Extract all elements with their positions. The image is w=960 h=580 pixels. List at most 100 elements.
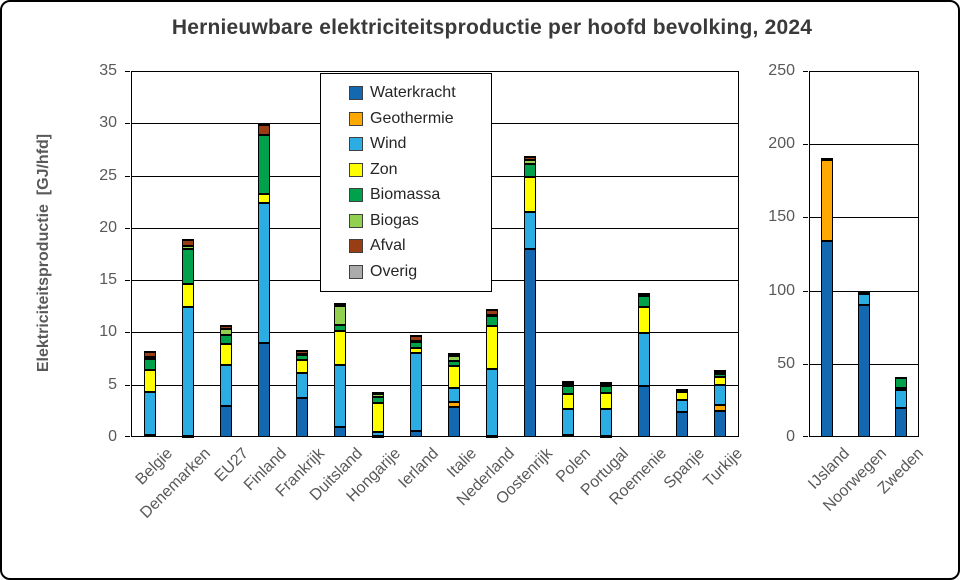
bar-segment-zon xyxy=(676,392,688,401)
legend-label: Geothermie xyxy=(370,109,454,127)
y-axis-tick xyxy=(125,123,130,125)
bar-segment-zon xyxy=(562,393,574,409)
bar-segment-biogas xyxy=(220,329,232,336)
legend-swatch-icon xyxy=(349,213,363,228)
bar-segment-waterkracht xyxy=(714,410,726,437)
bar-segment-overig xyxy=(334,303,346,306)
y-tick-label: 250 xyxy=(768,62,795,79)
bar-segment-wind xyxy=(638,333,650,386)
bar-segment-geothermie xyxy=(714,405,726,411)
bar-segment-biogas xyxy=(714,372,726,375)
bar-segment-waterkracht xyxy=(372,436,384,439)
bar-segment-biogas xyxy=(600,383,612,386)
bar-segment-overig xyxy=(372,391,384,394)
bar-segment-overig xyxy=(486,308,498,311)
bar-segment-overig xyxy=(562,381,574,384)
bar-segment-wind xyxy=(372,432,384,437)
bar-segment-overig xyxy=(714,369,726,372)
bar-segment-biomassa xyxy=(448,361,460,366)
y-axis-tick xyxy=(803,217,808,219)
bar-segment-biogas xyxy=(524,160,536,165)
gridline xyxy=(809,217,919,219)
bar-segment-waterkracht xyxy=(600,435,612,438)
plot-area xyxy=(131,71,739,437)
y-axis-tick xyxy=(125,384,130,386)
y-axis-tick xyxy=(125,332,130,334)
legend-label: Wind xyxy=(370,135,407,152)
y-tick-label: 100 xyxy=(768,281,795,299)
bar-segment-zon xyxy=(372,403,384,433)
gridline xyxy=(131,332,739,334)
bar-segment-zon xyxy=(600,392,612,409)
bar-segment-afval xyxy=(894,377,907,380)
bar-segment-waterkracht xyxy=(486,435,498,438)
gridline xyxy=(131,384,739,386)
bar-segment-biomassa xyxy=(486,316,498,327)
bar-segment-overig xyxy=(144,351,156,354)
bar-segment-wind xyxy=(144,392,156,435)
legend-swatch-icon xyxy=(349,111,363,126)
legend-label: Waterkracht xyxy=(370,84,456,101)
bar-segment-wind xyxy=(714,385,726,406)
bar-segment-waterkracht xyxy=(334,426,346,437)
y-axis-tick xyxy=(125,436,130,437)
y-tick-label: 30 xyxy=(99,114,117,132)
y-tick-label: 0 xyxy=(108,428,117,445)
bar-segment-overig xyxy=(258,124,270,127)
bar-segment-overig xyxy=(220,324,232,327)
bar-segment-zon xyxy=(638,306,650,334)
legend-item-waterkracht: Waterkracht xyxy=(349,83,485,103)
bar-segment-wind xyxy=(334,364,346,427)
bar-segment-afval xyxy=(220,326,232,330)
y-axis-tick xyxy=(803,144,808,146)
bar-segment-biomassa xyxy=(220,335,232,344)
bar-segment-biogas xyxy=(144,357,156,360)
y-tick-label: 15 xyxy=(99,271,117,289)
bar-segment-waterkracht xyxy=(296,398,308,437)
bar-segment-waterkracht xyxy=(562,435,574,438)
bar-segment-wind xyxy=(182,306,194,437)
y-axis-tick xyxy=(803,290,808,292)
legend-swatch-icon xyxy=(349,162,363,177)
y-tick-label: 25 xyxy=(99,166,117,184)
bar-segment-waterkracht xyxy=(220,405,232,437)
bar-segment-biomassa xyxy=(562,386,574,394)
bar-segment-biomassa xyxy=(182,249,194,284)
y-axis-tick xyxy=(125,71,130,72)
y-tick-label: 35 xyxy=(99,62,117,79)
legend-item-geothermie: Geothermie xyxy=(349,109,485,129)
y-tick-label: 20 xyxy=(99,218,117,236)
bar-segment-biogas xyxy=(486,314,498,317)
legend-swatch-icon xyxy=(349,188,363,202)
legend-label: Overig xyxy=(370,262,418,280)
bar-segment-zon xyxy=(448,365,460,388)
legend-item-zon: Zon xyxy=(349,160,485,180)
bar-segment-biogas xyxy=(372,393,384,398)
bar-segment-waterkracht xyxy=(894,407,907,437)
bar-segment-waterkracht xyxy=(410,431,422,437)
legend-item-wind: Wind xyxy=(349,134,485,154)
bar-segment-waterkracht xyxy=(258,342,270,437)
bar-segment-zon xyxy=(182,283,194,307)
bar-segment-biogas xyxy=(410,340,422,343)
bar-segment-biomassa xyxy=(714,374,726,377)
legend-swatch-icon xyxy=(349,137,363,151)
bar-segment-waterkracht xyxy=(676,411,688,437)
bar-segment-wind xyxy=(296,373,308,399)
bar-segment-biogas xyxy=(334,306,346,326)
chart-title: Hernieuwbare elektriciteitsproductie per… xyxy=(171,16,813,39)
legend-box: Waterkracht Geothermie Wind Zon Biomassa Biog… xyxy=(320,73,492,292)
y-tick-label: 150 xyxy=(768,208,795,226)
legend-item-biogas: Biogas xyxy=(349,211,485,231)
legend-item-biomassa: Biomassa xyxy=(349,185,485,205)
bar-segment-overig xyxy=(638,292,650,295)
bar-segment-geothermie xyxy=(821,160,834,241)
bar-segment-waterkracht xyxy=(182,436,194,439)
gridline xyxy=(809,144,919,146)
bar-segment-biogas xyxy=(562,383,574,387)
bar-segment-zon xyxy=(714,376,726,386)
gridline xyxy=(809,290,919,292)
bar-segment-overig xyxy=(858,291,870,294)
bar-segment-biogas xyxy=(182,246,194,250)
